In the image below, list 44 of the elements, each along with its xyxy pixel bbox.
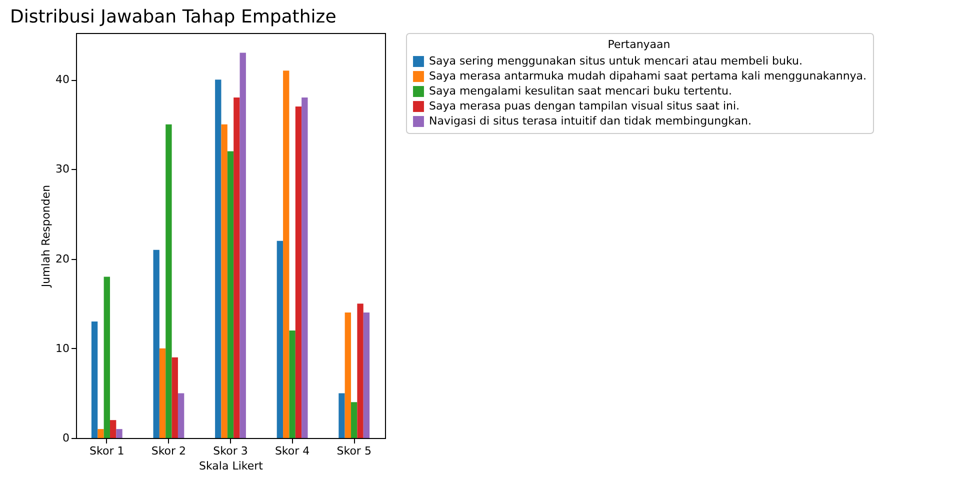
x-tick-label: Skor 3 <box>213 444 248 458</box>
y-tick-label: 10 <box>56 342 70 355</box>
bar <box>363 312 370 438</box>
bar <box>91 322 98 438</box>
x-tick-label: Skor 4 <box>274 444 310 458</box>
bar <box>153 250 160 438</box>
bar <box>172 357 178 438</box>
y-tick-label: 0 <box>62 432 70 444</box>
bar <box>338 393 345 438</box>
bar <box>295 106 302 438</box>
bar <box>234 98 240 438</box>
legend-title: Pertanyaan <box>608 38 670 51</box>
legend-label: Navigasi di situs terasa intuitif dan tidak membingungkan. <box>429 114 752 128</box>
bar <box>110 420 116 438</box>
bar <box>215 80 222 438</box>
bar <box>98 429 104 438</box>
bar <box>302 98 308 438</box>
bar <box>240 52 246 438</box>
x-tick-label: Skor 1 <box>90 444 124 458</box>
y-tick-label: 20 <box>56 252 70 266</box>
x-tick-label: Skor 5 <box>336 444 372 458</box>
bar <box>344 312 352 438</box>
bar <box>283 70 290 438</box>
bar <box>289 330 296 438</box>
y-tick-label: 40 <box>56 73 70 86</box>
legend-label: Saya mengalami kesulitan saat mencari buku tertentu. <box>429 84 732 98</box>
bar <box>116 429 122 438</box>
bar <box>351 402 358 438</box>
legend-label: Saya merasa puas dengan tampilan visual situs saat ini. <box>429 100 740 112</box>
x-axis-title: Skala Likert <box>199 460 264 472</box>
legend-label: Saya merasa antarmuka mudah dipahami saat pertama kali menggunakannya. <box>429 70 867 82</box>
bar <box>357 304 364 438</box>
chart-title: Distribusi Jawaban Tahap Empathize <box>10 6 336 28</box>
legend-label: Saya sering menggunakan situs untuk mencari atau membeli buku. <box>429 54 802 68</box>
bar <box>159 348 166 438</box>
bar <box>276 240 284 438</box>
bar <box>178 393 184 438</box>
bar <box>221 124 228 438</box>
x-tick-label: Skor 2 <box>151 444 186 458</box>
bar <box>104 276 110 438</box>
bar <box>227 151 234 438</box>
y-axis-title: Jumlah Responden <box>40 184 53 288</box>
y-tick-label: 30 <box>56 162 70 176</box>
bar <box>166 124 172 438</box>
